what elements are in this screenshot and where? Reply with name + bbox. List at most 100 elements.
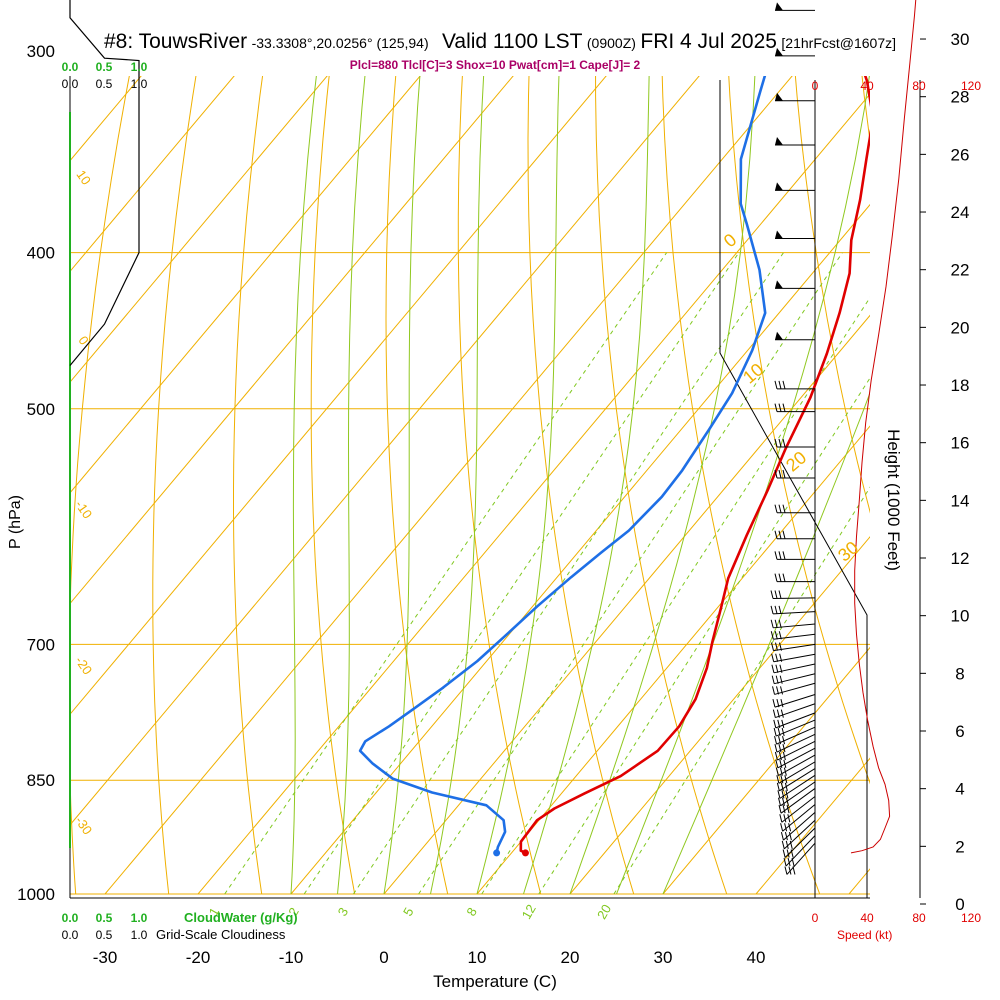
dry-adiabat <box>457 76 542 895</box>
height-tick-label: 26 <box>951 145 970 164</box>
speed-tick-bottom: 0 <box>812 911 819 925</box>
cloudwater-tick-bottom: 1.0 <box>131 911 148 925</box>
dry-adiabat <box>527 76 635 895</box>
isotherm-line <box>662 646 870 895</box>
wind-barb-feather <box>778 751 782 761</box>
wind-barb-feather <box>778 380 782 390</box>
moist-adiabat <box>616 76 870 895</box>
wind-barb-feather <box>784 823 788 832</box>
dry-adiabat <box>310 76 356 895</box>
wind-barb-feather <box>789 840 793 849</box>
wind-barb-feather <box>774 751 778 761</box>
wind-barb-feather <box>781 797 785 806</box>
wind-barb-feather <box>784 782 788 791</box>
wind-barb-staff <box>778 754 816 777</box>
wind-barb-feather <box>784 775 788 784</box>
isotherm-line <box>0 0 176 894</box>
wind-barb-staff <box>773 653 816 663</box>
wind-barb-feather <box>774 403 778 412</box>
isotherm-line <box>290 203 870 895</box>
sounding-series <box>358 76 870 857</box>
temperature-tick-label: 0 <box>379 948 388 967</box>
station-name: #8: TouwsRiver <box>103 30 248 53</box>
height-axis-title: Height (1000 Feet) <box>884 429 903 571</box>
wind-barb-feather <box>781 727 785 737</box>
wind-barb-feather <box>782 573 786 582</box>
wind-barb-staff <box>779 768 816 792</box>
isotherm-line <box>383 314 870 895</box>
isotherm-line <box>70 76 421 494</box>
dry-adiabat <box>385 76 449 895</box>
forecast-date: FRI 4 Jul 2025 <box>640 30 777 53</box>
wind-barb-staff <box>773 611 816 615</box>
speed-tick-top: 40 <box>860 79 874 93</box>
wind-barb-staff <box>773 633 816 640</box>
wind-barb-feather <box>776 686 780 695</box>
dry-adiabat-label: 0 <box>75 333 91 348</box>
wind-barb-feather <box>779 653 783 662</box>
wind-barb-feather <box>787 857 791 867</box>
dry-adiabat <box>70 76 130 895</box>
cloudiness-tick-bottom: 1.0 <box>131 928 148 942</box>
cloudiness-profile <box>69 0 140 366</box>
wind-barb-feather <box>786 849 790 858</box>
wind-barb-feather <box>771 653 775 662</box>
wind-barb-pennant <box>775 280 783 289</box>
mixing-ratio-label: 12 <box>519 902 539 922</box>
wind-speed-line <box>850 0 917 854</box>
wind-barb-pennant <box>775 230 783 239</box>
wind-barb-feather <box>778 642 782 651</box>
wind-barb-feather <box>782 805 786 814</box>
speed-tick-bottom: 40 <box>860 911 874 925</box>
pressure-tick-label: 850 <box>27 771 55 790</box>
wind-barb-feather <box>785 840 789 849</box>
wind-barb-feather <box>782 438 786 448</box>
wind-barb-staff <box>782 804 816 832</box>
speed-tick-top: 80 <box>912 79 926 93</box>
wind-barb-staff <box>778 761 816 784</box>
plot-frame <box>69 38 926 905</box>
wind-barb-feather <box>774 642 778 651</box>
wind-barb-feather <box>780 775 784 784</box>
dry-adiabat-label: -10 <box>72 497 95 521</box>
dry-adiabat-label: -20 <box>72 653 95 677</box>
wind-barb-feather <box>778 530 782 539</box>
wind-barb-staff <box>773 663 816 674</box>
dry-adiabat <box>861 76 870 145</box>
wind-barb-staff <box>775 712 816 729</box>
wind-barb-feather <box>782 751 786 761</box>
cloudiness-label: Grid-Scale Cloudiness <box>156 927 286 942</box>
wind-barb-feather <box>781 719 785 729</box>
wind-barb-feather <box>781 790 785 799</box>
height-tick-label: 16 <box>951 434 970 453</box>
wind-barb-feather <box>777 790 781 799</box>
height-tick-label: 14 <box>951 491 970 510</box>
dry-adiabat <box>0 0 106 894</box>
temperature-surface-marker <box>521 849 529 857</box>
wind-barb-feather <box>775 759 779 768</box>
wind-barb-feather <box>779 664 783 673</box>
dry-adiabat-label: 10 <box>73 167 94 187</box>
wind-barb-pennant <box>775 47 783 56</box>
wind-barb-staff <box>779 774 816 799</box>
pressure-tick-label: 700 <box>27 635 55 654</box>
wind-barb-feather <box>775 675 779 684</box>
wind-barb-staff <box>774 682 816 695</box>
wind-barb-feather <box>774 469 778 479</box>
wind-barb-pennant <box>775 2 783 11</box>
wind-barb-staff <box>774 673 816 685</box>
wind-barb-feather <box>774 438 778 448</box>
wind-barb-feather <box>781 840 785 849</box>
dry-adiabat <box>972 0 1000 894</box>
wind-barb-feather <box>777 719 781 729</box>
wind-barb-feather <box>779 814 783 823</box>
height-tick-label: 20 <box>951 318 970 337</box>
isotherm-line <box>848 868 870 895</box>
wind-barb-feather <box>791 857 795 867</box>
wind-barb-feather <box>774 619 778 628</box>
wind-barb-feather <box>780 823 784 832</box>
height-tick-label: 4 <box>955 780 964 799</box>
height-tick-label: 8 <box>955 664 964 683</box>
speed-tick-top: 0 <box>812 79 819 93</box>
